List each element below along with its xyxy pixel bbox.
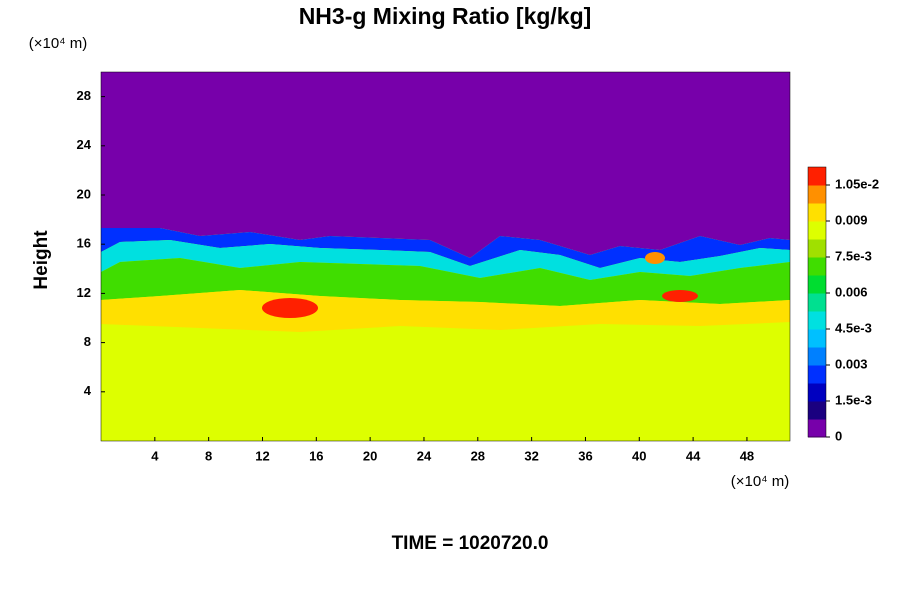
x-tick-label: 36 bbox=[578, 448, 592, 463]
y-tick-label: 20 bbox=[77, 186, 91, 201]
colorbar-tick-label: 4.5e-3 bbox=[835, 320, 872, 335]
colorbar-tick-label: 7.5e-3 bbox=[835, 248, 872, 263]
y-axis-label: Height bbox=[31, 230, 52, 290]
colorbar-segment bbox=[808, 275, 826, 294]
colorbar-frame bbox=[807, 166, 827, 438]
x-tick-label: 44 bbox=[686, 448, 701, 463]
colorbar-segment bbox=[808, 203, 826, 222]
x-tick-label: 4 bbox=[151, 448, 159, 463]
colorbar-segment bbox=[808, 221, 826, 240]
y-tick-label: 28 bbox=[77, 88, 91, 103]
plot-frame bbox=[100, 71, 791, 442]
colorbar-segment bbox=[808, 401, 826, 420]
chart-title: NH3-g Mixing Ratio [kg/kg] bbox=[299, 3, 592, 29]
y-tick-label: 8 bbox=[84, 334, 91, 349]
colorbar-segment bbox=[808, 419, 826, 438]
x-tick-label: 16 bbox=[309, 448, 323, 463]
colorbar-segment bbox=[808, 185, 826, 204]
colorbar-segment bbox=[808, 293, 826, 312]
x-tick-label: 32 bbox=[524, 448, 538, 463]
field bbox=[101, 72, 790, 441]
colorbar-tick-label: 0.006 bbox=[835, 284, 868, 299]
y-tick-label: 12 bbox=[77, 285, 91, 300]
x-tick-label: 20 bbox=[363, 448, 377, 463]
x-tick-label: 12 bbox=[255, 448, 269, 463]
y-tick-label: 24 bbox=[77, 137, 92, 152]
y-tick-label: 4 bbox=[84, 383, 92, 398]
colorbar-tick-label: 0.003 bbox=[835, 356, 868, 371]
x-tick-label: 40 bbox=[632, 448, 646, 463]
colorbar-tick-label: 1.5e-3 bbox=[835, 392, 872, 407]
x-tick-label: 48 bbox=[740, 448, 754, 463]
x-tick-label: 24 bbox=[417, 448, 432, 463]
colorbar-segment bbox=[808, 167, 826, 186]
colorbar-segment bbox=[808, 311, 826, 330]
x-unit: (×10⁴ m) bbox=[731, 473, 790, 490]
colorbar-segment bbox=[808, 329, 826, 348]
time-label: TIME = 1020720.0 bbox=[392, 533, 549, 554]
colorbar-segment bbox=[808, 239, 826, 258]
y-unit: (×10⁴ m) bbox=[29, 35, 88, 52]
colorbar-segment bbox=[808, 347, 826, 366]
x-tick-label: 28 bbox=[471, 448, 485, 463]
colorbar-segment bbox=[808, 383, 826, 402]
colorbar-tick-label: 1.05e-2 bbox=[835, 176, 879, 191]
colorbar-segment bbox=[808, 257, 826, 276]
colorbar-tick-label: 0 bbox=[835, 428, 842, 443]
x-tick-label: 8 bbox=[205, 448, 212, 463]
colorbar-tick-label: 0.009 bbox=[835, 212, 868, 227]
y-tick-label: 16 bbox=[77, 236, 91, 251]
colorbar-segment bbox=[808, 365, 826, 384]
